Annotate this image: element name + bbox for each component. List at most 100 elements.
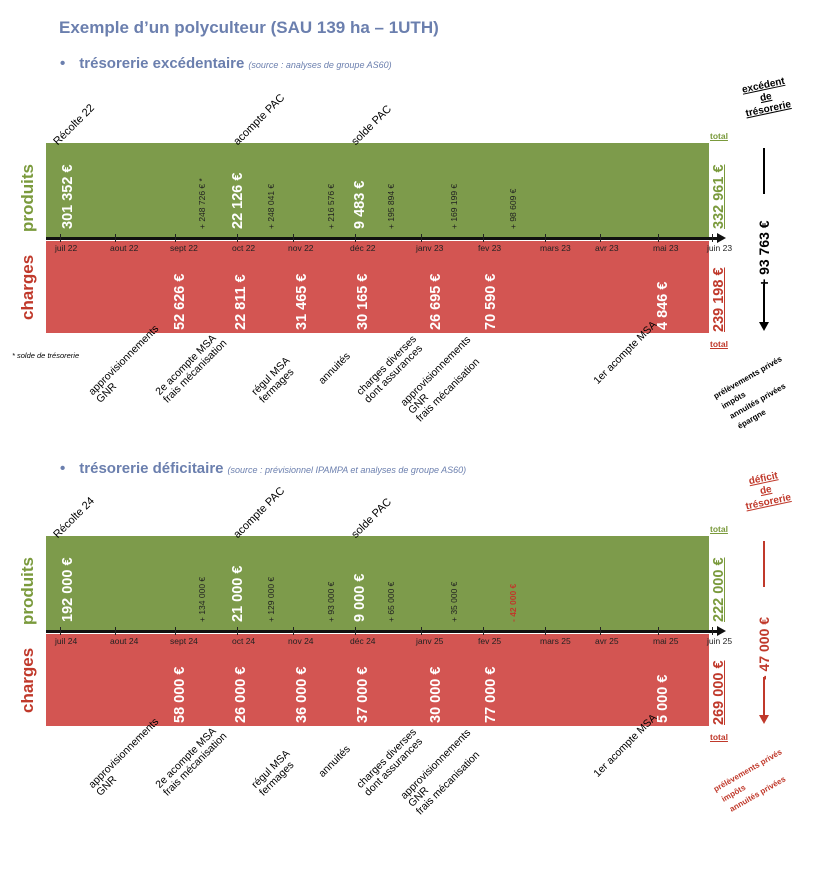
balance-value: + 195 894 € [386, 183, 396, 229]
result-arrowhead-icon [759, 322, 769, 331]
charge-description: régul MSA fermages [249, 748, 300, 799]
month-label: juin 25 [707, 636, 733, 646]
month-label: fev 23 [478, 243, 502, 253]
month-label: janv 25 [416, 636, 444, 646]
charge-value: 31 465 € [294, 273, 310, 330]
month-label: nov 22 [288, 243, 314, 253]
month-tick [712, 627, 713, 635]
month-tick [712, 234, 713, 242]
result-value: - 47 000 € [756, 616, 772, 680]
charge-value: 30 000 € [428, 666, 444, 723]
produits-band [46, 143, 709, 237]
month-label: avr 23 [595, 243, 619, 253]
charge-description-line: annuités [316, 743, 353, 780]
charge-value: 37 000 € [355, 666, 371, 723]
month-label: nov 24 [288, 636, 314, 646]
top-event-label: acompte PAC [231, 91, 288, 148]
balance-value: + 248 041 € [266, 183, 276, 229]
month-label: aout 22 [110, 243, 139, 253]
charge-value: 30 165 € [355, 273, 371, 330]
month-tick [545, 627, 546, 635]
month-tick [60, 234, 61, 242]
total-label: total [710, 339, 728, 349]
month-label: juil 22 [55, 243, 78, 253]
charge-value: 26 695 € [428, 273, 444, 330]
charge-description: annuités [316, 743, 353, 780]
charges-label: charges [18, 254, 37, 320]
charges-label: charges [18, 647, 37, 713]
top-event-label: Récolte 22 [51, 102, 97, 148]
month-label: fev 25 [478, 636, 502, 646]
month-tick [355, 234, 356, 242]
top-event-label: solde PAC [349, 103, 394, 148]
balance-value: - 42 000 € [508, 583, 518, 622]
charge-description: annuités [316, 350, 353, 387]
top-event-label: Récolte 24 [51, 495, 97, 541]
month-label: janv 23 [416, 243, 444, 253]
month-tick [175, 627, 176, 635]
month-tick [115, 234, 116, 242]
product-value: 9 000 € [352, 573, 368, 622]
month-label: déc 22 [350, 243, 376, 253]
section-heading: trésorerie déficitaire [79, 460, 224, 477]
balance-value: + 98 609 € [508, 188, 518, 229]
section-subtitle: • trésorerie déficitaire (source : prévisi… [60, 460, 466, 477]
charge-value: 5 000 € [655, 674, 671, 723]
month-tick [421, 627, 422, 635]
product-value: 22 126 € [230, 172, 246, 229]
product-value: 301 352 € [60, 164, 76, 229]
timeline-arrow-icon [717, 233, 726, 243]
charge-value: 58 000 € [172, 666, 188, 723]
total-label: total [710, 131, 728, 141]
page-title: Exemple d’un polyculteur (SAU 139 ha – 1… [59, 18, 439, 37]
balance-value: + 129 000 € [266, 576, 276, 622]
product-value: 192 000 € [60, 557, 76, 622]
month-tick [545, 234, 546, 242]
month-label: oct 22 [232, 243, 256, 253]
balance-value: + 93 000 € [326, 581, 336, 622]
month-tick [237, 627, 238, 635]
top-event-label: acompte PAC [231, 484, 288, 541]
side-title: déficit de trésorerie [735, 468, 797, 515]
month-tick [60, 627, 61, 635]
timeline-axis [46, 630, 717, 633]
section-source: (source : analyses de groupe AS60) [248, 60, 392, 70]
month-label: juil 24 [55, 636, 78, 646]
side-title: excédent de trésorerie [735, 75, 797, 122]
section-source: (source : prévisionnel IPAMPA et analyse… [227, 465, 467, 475]
month-label: juin 23 [707, 243, 733, 253]
charge-description-line: approvisionnements [86, 322, 162, 398]
month-label: mars 23 [540, 243, 571, 253]
product-value: 9 483 € [352, 180, 368, 229]
month-tick [658, 627, 659, 635]
charge-value: 22 811 € [233, 274, 249, 330]
produits-label: produits [18, 557, 37, 625]
charges-band [46, 634, 709, 726]
top-event-label: solde PAC [349, 496, 394, 541]
month-label: aout 24 [110, 636, 139, 646]
month-tick [115, 627, 116, 635]
month-tick [658, 234, 659, 242]
month-tick [483, 627, 484, 635]
timeline-arrow-icon [717, 626, 726, 636]
month-tick [483, 234, 484, 242]
produits-band [46, 536, 709, 630]
total-charges-value: 269 000 € [711, 660, 727, 725]
bullet: • [60, 460, 66, 477]
month-label: oct 24 [232, 636, 256, 646]
balance-value: + 65 000 € [386, 581, 396, 622]
charge-value: 4 846 € [655, 281, 671, 330]
month-tick [355, 627, 356, 635]
produits-label: produits [18, 164, 37, 232]
result-value: + 93 763 € [756, 220, 772, 287]
month-tick [293, 627, 294, 635]
total-charges-value: 239 198 € [711, 267, 727, 332]
charge-value: 26 000 € [233, 666, 249, 723]
balance-value: + 134 000 € [197, 576, 207, 622]
bullet: • [60, 55, 66, 72]
product-value: 21 000 € [230, 565, 246, 622]
month-label: mai 25 [653, 636, 679, 646]
footnote: * solde de trésorerie [12, 351, 80, 360]
month-label: mars 25 [540, 636, 571, 646]
timeline-axis [46, 237, 717, 240]
